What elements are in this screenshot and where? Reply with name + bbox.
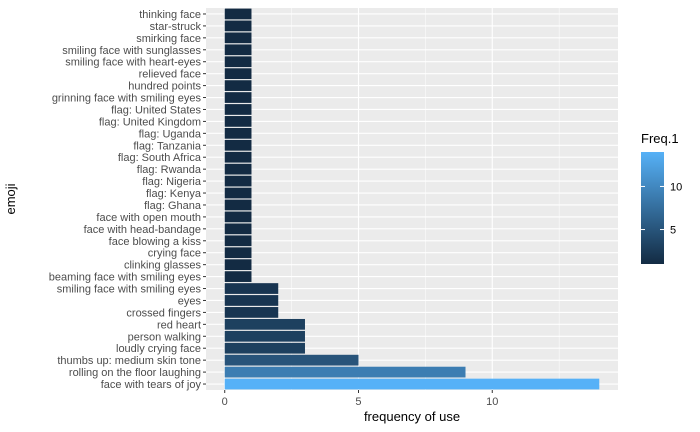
bar: [224, 44, 252, 56]
legend-ticks: 5 10: [641, 181, 682, 237]
bar: [224, 163, 252, 175]
y-tick-label: smiling face with sunglasses: [62, 45, 201, 57]
bar: [224, 92, 252, 103]
bar: [224, 127, 252, 139]
y-tick-label: relieved face: [139, 69, 201, 81]
y-tick-label: flag: United States: [111, 104, 201, 116]
bar: [224, 199, 252, 211]
y-tick-label: eyes: [178, 295, 202, 307]
y-tick-label: loudly crying face: [116, 343, 201, 355]
y-tick-label: flag: Kenya: [146, 188, 202, 200]
y-tick-label: red heart: [157, 319, 201, 331]
bar: [224, 354, 359, 366]
y-tick-label: flag: Ghana: [144, 200, 202, 212]
bar: [224, 330, 305, 342]
bar: [224, 318, 305, 330]
y-tick-label: flag: Tanzania: [133, 140, 202, 152]
y-tick-label: flag: Nigeria: [142, 176, 202, 188]
y-tick-label: smirking face: [136, 33, 201, 45]
y-tick-label: smiling face with smiling eyes: [57, 284, 202, 296]
bar: [224, 8, 252, 20]
y-tick-label: flag: United Kingdom: [99, 116, 201, 128]
y-tick-label: crying face: [148, 248, 201, 260]
y-tick-label: crossed fingers: [126, 307, 201, 319]
legend-tick-label: 5: [670, 225, 676, 237]
bar: [224, 68, 252, 80]
bar: [224, 378, 600, 390]
bar: [224, 283, 279, 294]
x-axis-tick-labels: 0 5 10: [222, 390, 498, 408]
y-tick-label: thumbs up: medium skin tone: [57, 355, 201, 367]
bar: [224, 32, 252, 44]
y-tick-label: person walking: [128, 331, 201, 343]
x-axis-title: frequency of use: [364, 409, 460, 424]
y-tick-label: clinking glasses: [124, 260, 202, 272]
y-tick-label: flag: Rwanda: [137, 164, 202, 176]
bar: [224, 80, 252, 91]
y-tick-label: flag: South Africa: [118, 152, 202, 164]
y-tick-label: face with open mouth: [96, 212, 201, 224]
bar: [224, 342, 305, 354]
y-tick-label: star-struck: [150, 21, 202, 33]
y-tick-label: beaming face with smiling eyes: [49, 272, 202, 284]
bar: [224, 366, 466, 378]
x-tick-label: 10: [486, 396, 498, 408]
y-tick-label: flag: Uganda: [139, 128, 202, 140]
bar: [224, 211, 252, 223]
bar: [224, 247, 252, 259]
bar: [224, 139, 252, 151]
bar: [224, 151, 252, 163]
y-axis-title: emoji: [3, 183, 18, 214]
bar: [224, 295, 279, 306]
bar: [224, 235, 252, 247]
bar: [224, 104, 252, 115]
bar: [224, 271, 252, 282]
legend-title: Freq.1: [641, 131, 679, 146]
bar: [224, 116, 252, 127]
bar: [224, 307, 279, 318]
bar: [224, 259, 252, 271]
y-tick-label: rolling on the floor laughing: [69, 367, 201, 379]
bars: [224, 8, 600, 390]
legend-colorbar: [641, 152, 664, 264]
y-tick-label: hundred points: [128, 81, 201, 93]
legend-tick-label: 10: [670, 181, 682, 193]
x-tick-label: 0: [222, 396, 228, 408]
bar: [224, 187, 252, 199]
y-tick-label: face blowing a kiss: [109, 236, 202, 248]
bar: [224, 56, 252, 68]
color-legend: Freq.1 5 10: [641, 131, 682, 264]
bar: [224, 223, 252, 235]
x-tick-label: 5: [355, 396, 361, 408]
y-tick-label: smiling face with heart-eyes: [65, 57, 201, 69]
y-tick-label: thinking face: [139, 9, 201, 21]
y-tick-label: grinning face with smiling eyes: [52, 93, 202, 105]
bar: [224, 175, 252, 187]
y-tick-label: face with tears of joy: [101, 379, 202, 391]
y-tick-label: face with head-bandage: [84, 224, 201, 236]
bar: [224, 20, 252, 32]
